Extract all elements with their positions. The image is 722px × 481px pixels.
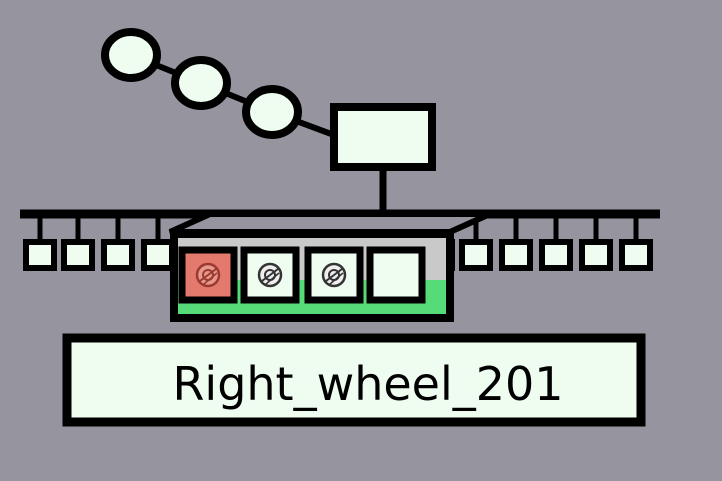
slot-3[interactable] <box>304 246 364 304</box>
bus-port[interactable] <box>579 239 613 271</box>
parent-node[interactable] <box>330 103 436 171</box>
slot-box[interactable] <box>304 246 364 304</box>
bus-port[interactable] <box>539 239 573 271</box>
slot-2[interactable] <box>240 246 300 304</box>
node-chain <box>101 28 336 139</box>
wheel-icon <box>257 262 283 288</box>
object-name-label: Right_wheel_201 <box>172 357 563 411</box>
bus-port[interactable] <box>499 239 533 271</box>
bus-port[interactable] <box>141 239 175 271</box>
bus-port[interactable] <box>619 239 653 271</box>
slot-4[interactable] <box>366 246 426 304</box>
bus-port[interactable] <box>23 239 57 271</box>
bus-port[interactable] <box>61 239 95 271</box>
bus-port[interactable] <box>101 239 135 271</box>
tray-top <box>168 211 492 235</box>
wheel-icon <box>321 262 347 288</box>
chain-node[interactable] <box>242 85 302 139</box>
bus-port[interactable] <box>459 239 493 271</box>
wheel-icon <box>195 262 221 288</box>
slot-1[interactable] <box>178 246 238 304</box>
chain-node[interactable] <box>171 56 231 110</box>
slot-row <box>178 246 426 304</box>
chain-node[interactable] <box>101 28 161 82</box>
slot-box[interactable] <box>366 246 426 304</box>
name-label-box <box>62 333 646 427</box>
